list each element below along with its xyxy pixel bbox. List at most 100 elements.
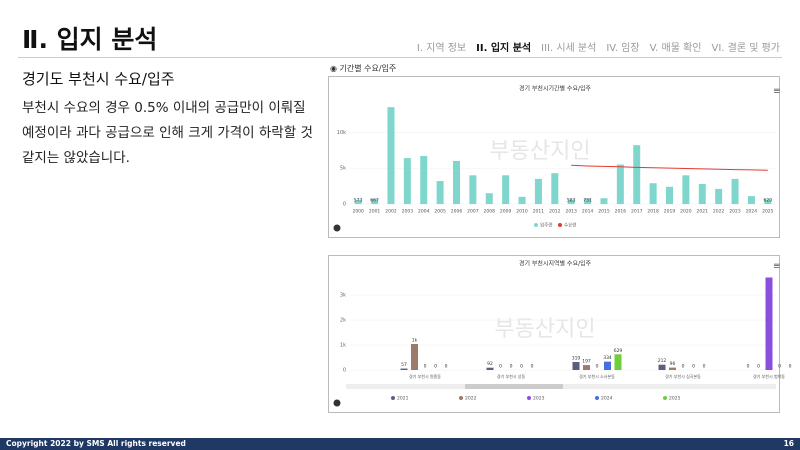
bar xyxy=(411,344,418,370)
x-tick-label: 2009 xyxy=(500,209,512,215)
x-tick-label: 경기 부천시 상동 xyxy=(497,373,526,379)
bar xyxy=(698,183,706,204)
x-tick-label: 2007 xyxy=(467,209,479,215)
bar xyxy=(614,354,622,370)
x-tick-label: 2017 xyxy=(631,209,643,215)
x-tick-label: 2016 xyxy=(615,209,627,215)
y-tick-label: 5k xyxy=(340,166,346,172)
bar xyxy=(682,175,690,204)
x-tick-label: 2005 xyxy=(434,209,446,215)
bar xyxy=(534,178,542,204)
data-label: 731 xyxy=(583,198,592,204)
data-label: 92 xyxy=(487,361,493,367)
x-tick-label: 2011 xyxy=(533,209,545,215)
bar xyxy=(747,196,755,204)
section-heading: 경기도 부천시 수요/입주 xyxy=(22,70,175,88)
bar xyxy=(400,368,408,370)
x-tick-label: 2015 xyxy=(598,209,610,215)
data-label: 0 xyxy=(499,364,502,370)
bar xyxy=(765,277,773,370)
y-tick-label: 3k xyxy=(340,293,346,299)
x-tick-label: 2020 xyxy=(680,209,692,215)
bar xyxy=(485,193,493,204)
y-tick-label: 0 xyxy=(343,368,346,374)
legend-swatch xyxy=(663,396,667,400)
bar xyxy=(518,196,526,204)
y-tick-label: 10k xyxy=(337,130,346,136)
panel xyxy=(328,76,780,238)
data-label: 1k xyxy=(412,338,418,344)
legend-swatch xyxy=(527,396,531,400)
legend-swatch xyxy=(391,396,395,400)
data-label: 0 xyxy=(703,364,706,370)
x-tick-label: 2004 xyxy=(418,209,430,215)
legend-label: 수요량 xyxy=(564,222,576,229)
x-tick-label: 2018 xyxy=(647,209,659,215)
bar xyxy=(572,362,580,370)
icon xyxy=(333,399,341,407)
bar xyxy=(616,164,624,204)
x-tick-label: 2000 xyxy=(352,209,364,215)
x-tick-label: 2002 xyxy=(385,209,397,215)
data-label: 319 xyxy=(572,356,581,362)
bar xyxy=(600,198,608,204)
bar xyxy=(633,145,641,204)
data-label: 0 xyxy=(424,364,427,370)
charts: 부동산지인 부동산지인 ≡ ≡ 경기 부천시기간별 수요/입주 0 5k 10k 200… xyxy=(333,85,792,407)
x-tick-label: 2001 xyxy=(369,209,381,215)
data-label: 0 xyxy=(778,364,781,370)
bar xyxy=(403,158,411,204)
bar xyxy=(387,107,395,204)
section-body: 부천시 수요의 경우 0.5% 이내의 공급만이 이뤄질 예정이라 과다 공급으… xyxy=(22,100,313,166)
copyright: Copyright 2022 by SMS All rights reserve… xyxy=(6,439,186,448)
legend-swatch xyxy=(459,396,463,400)
y-tick-label: 0 xyxy=(343,202,346,208)
scroll-thumb[interactable] xyxy=(465,384,563,389)
data-label: 573 xyxy=(354,198,363,204)
legend-label: 2021 xyxy=(397,396,409,402)
x-tick-label: 2025 xyxy=(762,209,774,215)
x-tick-label: 2006 xyxy=(451,209,463,215)
nav-item[interactable]: VI. 결론 및 평가 xyxy=(711,43,780,54)
bar xyxy=(502,175,510,204)
menu-icon[interactable]: ≡ xyxy=(773,262,781,272)
bar xyxy=(731,178,739,204)
data-label: 0 xyxy=(757,364,760,370)
data-label: 57 xyxy=(401,362,407,368)
footer-bar xyxy=(0,438,800,450)
nav-item[interactable]: I. 지역 정보 xyxy=(416,43,467,54)
nav-item[interactable]: V. 매물 확인 xyxy=(649,43,702,54)
x-tick-label: 경기 부천시 심곡본동 xyxy=(665,373,701,379)
bar xyxy=(604,361,611,370)
legend-swatch xyxy=(534,223,538,227)
bar xyxy=(649,183,657,204)
nav-item[interactable]: III. 시세 분석 xyxy=(541,43,597,54)
nav: I. 지역 정보 II. 입지 분석 III. 시세 분석 IV. 임장 V. 매물 확… xyxy=(417,39,780,54)
x-tick-label: 2022 xyxy=(713,209,725,215)
menu-icon[interactable]: ≡ xyxy=(773,87,781,97)
bar xyxy=(436,181,444,204)
legend-label: 2022 xyxy=(465,396,477,402)
bar xyxy=(371,199,379,204)
x-tick-label: 2012 xyxy=(549,209,561,215)
panel xyxy=(328,255,780,413)
data-label: 620 xyxy=(764,198,773,204)
bar xyxy=(764,199,772,204)
x-tick-label: 2008 xyxy=(484,209,496,215)
bar xyxy=(583,365,590,370)
bar xyxy=(354,199,362,204)
data-label: 0 xyxy=(510,364,513,370)
nav-item[interactable]: IV. 임장 xyxy=(606,43,640,54)
chart-title: 경기 부천시기간별 수요/입주 xyxy=(519,85,592,93)
bar xyxy=(715,188,723,204)
line xyxy=(571,164,768,171)
bar xyxy=(551,173,559,204)
nav-item[interactable]: II. 입지 분석 xyxy=(476,43,532,54)
data-label: 0 xyxy=(531,364,534,370)
x-tick-label: 경기 부천시 원종동 xyxy=(409,373,441,379)
bar xyxy=(420,155,428,204)
data-label: 212 xyxy=(658,358,667,364)
bar xyxy=(669,367,676,370)
legend-label: 2024 xyxy=(601,396,613,402)
